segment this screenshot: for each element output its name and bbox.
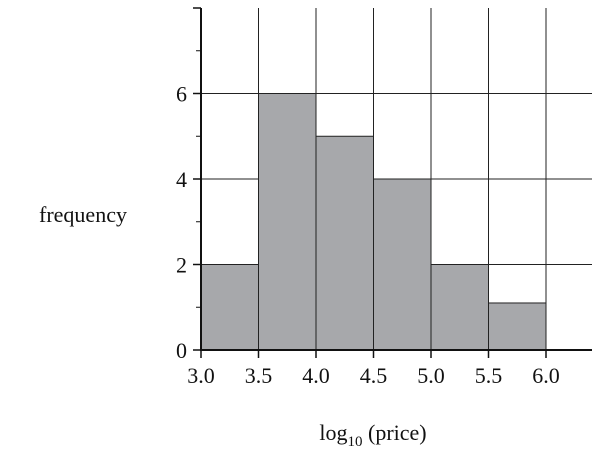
y-tick-label-1: 2 <box>176 253 187 278</box>
histogram-bar-1 <box>258 93 317 351</box>
labels-layer: 0 2 4 6 3.0 3.5 4.0 4.5 5.0 5.5 6.0 <box>176 82 560 389</box>
histogram-bar-0 <box>200 264 259 351</box>
x-axis-label-prefix: log <box>319 420 347 445</box>
x-tick-label-2: 4.0 <box>302 363 330 388</box>
x-tick-label-6: 6.0 <box>532 363 560 388</box>
y-axis-label: frequency <box>39 202 127 227</box>
y-tick-label-2: 4 <box>176 167 187 192</box>
x-axis-label-subscript: 10 <box>348 434 363 450</box>
y-tick-label-0: 0 <box>176 338 187 363</box>
x-axis-label-suffix: (price) <box>363 420 427 445</box>
histogram-bar-3 <box>373 178 432 351</box>
y-tick-label-3: 6 <box>176 82 187 107</box>
x-tick-label-4: 5.0 <box>417 363 445 388</box>
x-tick-label-3: 4.5 <box>360 363 388 388</box>
bars-layer <box>200 93 547 351</box>
x-tick-label-0: 3.0 <box>187 363 215 388</box>
x-tick-label-5: 5.5 <box>475 363 503 388</box>
histogram-bar-4 <box>430 264 489 351</box>
x-tick-label-1: 3.5 <box>245 363 273 388</box>
histogram-bar-2 <box>315 135 374 351</box>
histogram-bar-5 <box>488 302 547 351</box>
x-axis-label: log10 (price) <box>319 420 426 450</box>
axes-layer <box>193 7 592 358</box>
